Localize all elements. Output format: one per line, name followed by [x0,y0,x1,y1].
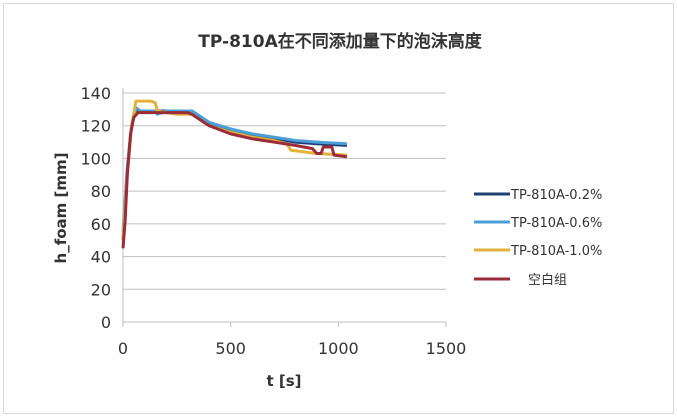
y-tick-label: 0 [101,313,111,332]
chart-title: TP-810A在不同添加量下的泡沫高度 [198,31,482,52]
y-tick-label: 80 [91,182,111,201]
y-tick-label: 140 [80,84,111,103]
x-tick-label: 0 [118,339,128,358]
chart-frame [3,3,674,414]
y-tick-label: 120 [80,117,111,136]
x-tick-label: 1500 [426,339,467,358]
y-tick-label: 100 [80,149,111,168]
y-tick-label: 60 [91,215,111,234]
y-tick-label: 40 [91,248,111,267]
y-axis-label: h_foam [mm] [52,153,70,264]
legend-label: TP-810A-0.6% [510,216,602,231]
x-tick-label: 500 [215,339,246,358]
series-line-3 [121,111,348,249]
y-tick-label: 20 [91,280,111,299]
x-axis-label: t [s] [266,372,301,390]
legend-label: TP-810A-1.0% [510,244,602,259]
series-line-1 [121,106,348,233]
series-line-2 [121,99,348,241]
legend-label: 空白组 [528,272,567,288]
x-tick-label: 1000 [318,339,359,358]
legend-label: TP-810A-0.2% [510,188,602,203]
